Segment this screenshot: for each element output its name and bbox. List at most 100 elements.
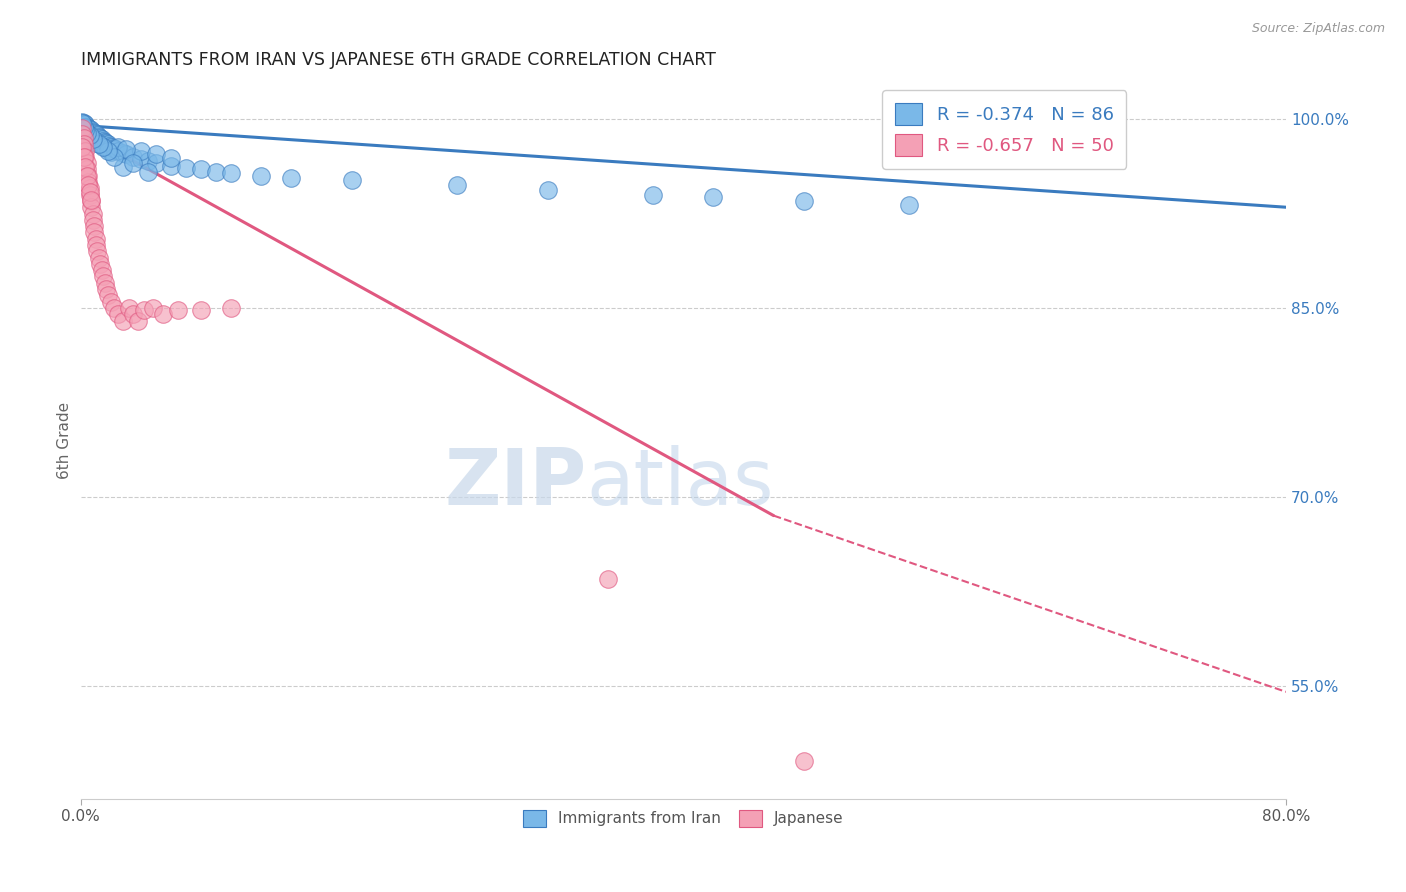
Point [83, 219, 105, 233]
Text: IMMIGRANTS FROM IRAN VS JAPANESE 6TH GRADE CORRELATION CHART: IMMIGRANTS FROM IRAN VS JAPANESE 6TH GRA… [80, 51, 716, 69]
Point [73, 123, 96, 137]
Point [77, 129, 100, 144]
Point [83, 131, 105, 145]
Point [82, 206, 104, 220]
Text: Source: ZipAtlas.com: Source: ZipAtlas.com [1251, 22, 1385, 36]
Point [122, 156, 145, 170]
Point [89, 257, 111, 271]
Point [76, 169, 98, 183]
Point [86, 128, 108, 143]
Point [190, 303, 212, 318]
Point [205, 165, 228, 179]
Point [136, 165, 159, 179]
Point [79, 131, 101, 145]
Point [104, 142, 127, 156]
Point [114, 142, 136, 156]
Point [77, 126, 100, 140]
Point [72, 120, 94, 134]
Point [87, 251, 110, 265]
Y-axis label: 6th Grade: 6th Grade [58, 401, 72, 479]
Point [93, 140, 115, 154]
Point [94, 136, 117, 150]
Point [73, 117, 96, 131]
Point [118, 301, 141, 315]
Point [190, 162, 212, 177]
Point [136, 153, 159, 168]
Point [73, 150, 96, 164]
Point [79, 181, 101, 195]
Point [90, 137, 112, 152]
Point [91, 140, 114, 154]
Point [446, 178, 468, 192]
Point [702, 190, 724, 204]
Point [793, 754, 815, 768]
Point [70, 116, 93, 130]
Point [89, 136, 111, 150]
Point [100, 294, 122, 309]
Point [89, 131, 111, 145]
Point [129, 153, 152, 167]
Point [82, 134, 104, 148]
Point [82, 212, 104, 227]
Point [174, 161, 197, 176]
Point [219, 301, 242, 315]
Point [107, 140, 129, 154]
Point [72, 137, 94, 152]
Point [93, 276, 115, 290]
Point [107, 307, 129, 321]
Point [103, 141, 125, 155]
Point [77, 169, 100, 183]
Point [73, 160, 96, 174]
Point [87, 129, 110, 144]
Point [80, 193, 103, 207]
Point [87, 135, 110, 149]
Point [72, 116, 94, 130]
Point [90, 132, 112, 146]
Point [219, 166, 242, 180]
Point [82, 125, 104, 139]
Point [129, 144, 152, 158]
Point [70, 140, 93, 154]
Point [87, 137, 110, 152]
Point [97, 137, 120, 152]
Point [107, 144, 129, 158]
Point [91, 134, 114, 148]
Point [76, 120, 98, 134]
Text: ZIP: ZIP [444, 445, 586, 521]
Point [79, 128, 101, 143]
Point [97, 142, 120, 156]
Point [76, 128, 98, 143]
Point [132, 303, 155, 318]
Point [82, 132, 104, 146]
Point [111, 160, 134, 174]
Point [84, 136, 107, 150]
Text: atlas: atlas [586, 445, 775, 521]
Point [114, 147, 136, 161]
Point [72, 125, 94, 139]
Point [70, 127, 93, 141]
Point [79, 127, 101, 141]
Point [94, 282, 117, 296]
Point [73, 122, 96, 136]
Point [100, 140, 122, 154]
Point [97, 144, 120, 158]
Point [111, 313, 134, 327]
Point [127, 313, 149, 327]
Point [72, 120, 94, 135]
Point [97, 288, 120, 302]
Point [76, 162, 98, 177]
Point [80, 123, 103, 137]
Point [793, 194, 815, 208]
Point [72, 150, 94, 164]
Point [84, 238, 107, 252]
Point [79, 122, 101, 136]
Point [122, 150, 145, 164]
Point [536, 183, 558, 197]
Point [596, 572, 619, 586]
Point [91, 138, 114, 153]
Point [145, 147, 167, 161]
Point [77, 120, 100, 135]
Point [90, 263, 112, 277]
Point [80, 194, 103, 208]
Point [84, 132, 107, 146]
